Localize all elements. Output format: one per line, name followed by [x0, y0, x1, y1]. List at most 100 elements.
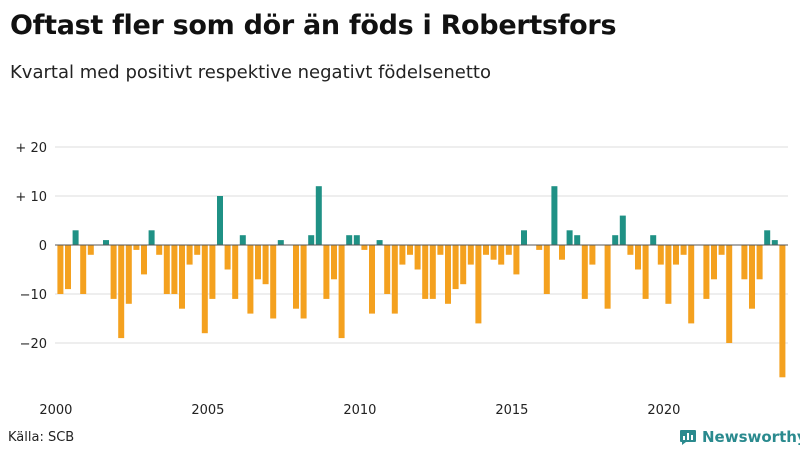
- bar: [323, 245, 330, 299]
- bar: [125, 245, 132, 304]
- bar: [232, 245, 239, 299]
- bar: [581, 245, 588, 299]
- bar: [437, 245, 444, 255]
- bar: [635, 245, 641, 270]
- bar: [726, 245, 733, 343]
- bar: [703, 245, 710, 299]
- bar: [505, 245, 512, 255]
- bar: [338, 245, 345, 339]
- bar: [201, 245, 208, 334]
- bar: [300, 245, 307, 319]
- bar: [521, 230, 527, 245]
- bar: [498, 245, 505, 265]
- bar: [103, 240, 109, 245]
- bar: [163, 245, 170, 294]
- y-tick-label: 0: [39, 239, 47, 254]
- bar: [353, 235, 360, 245]
- y-tick-label: −10: [20, 288, 47, 303]
- bar: [414, 245, 421, 270]
- bar: [315, 186, 322, 245]
- bar: [460, 245, 467, 285]
- bar: [65, 245, 71, 290]
- bar: [650, 235, 657, 245]
- bar: [399, 245, 406, 265]
- bar: [277, 240, 284, 245]
- bar: [741, 245, 748, 280]
- bar: [384, 245, 391, 294]
- bar: [194, 245, 201, 255]
- bar: [80, 245, 87, 294]
- bar: [141, 245, 147, 275]
- y-tick-label: + 10: [15, 190, 47, 205]
- bar: [475, 245, 482, 324]
- bar: [148, 230, 155, 245]
- bar: [224, 245, 231, 270]
- bar: [133, 245, 140, 250]
- y-tick-label: −20: [20, 337, 47, 352]
- bar: [619, 215, 626, 245]
- bar: [293, 245, 299, 309]
- bar: [551, 186, 558, 245]
- bar: [490, 245, 497, 260]
- bar: [308, 235, 315, 245]
- bar: [270, 245, 277, 319]
- bar: [513, 245, 520, 275]
- bar: [680, 245, 687, 255]
- bar: [156, 245, 163, 255]
- bar: [361, 245, 368, 250]
- bar: [429, 245, 436, 299]
- bar: [673, 245, 679, 265]
- bar: [262, 245, 269, 285]
- chart-title: Oftast fler som dör än föds i Robertsfor…: [10, 10, 617, 41]
- bar: [559, 245, 565, 260]
- bar: [445, 245, 451, 304]
- bar: [247, 245, 254, 314]
- bar: [749, 245, 755, 309]
- bar: [536, 245, 543, 250]
- bar: [589, 245, 596, 265]
- bar: [407, 245, 413, 255]
- bar: [452, 245, 459, 290]
- bar-chart-icon: [680, 430, 696, 445]
- bar: [255, 245, 261, 280]
- bar: [57, 245, 64, 294]
- bar: [657, 245, 664, 265]
- bar: [711, 245, 717, 280]
- bar: [642, 245, 649, 299]
- bar: [688, 245, 695, 324]
- bar: [612, 235, 619, 245]
- bar: [217, 196, 223, 245]
- source-note: Källa: SCB: [8, 430, 75, 445]
- bar-chart: + 20 + 10 0 −10 −20 2000 2005 2010 2015 2020: [15, 141, 788, 418]
- bar: [369, 245, 375, 314]
- brand-name: Newsworthy: [702, 428, 800, 446]
- x-tick-label: 2015: [495, 403, 528, 418]
- bar: [87, 245, 94, 255]
- bar: [209, 245, 216, 299]
- bar: [110, 245, 117, 299]
- brand-logo[interactable]: Newsworthy: [679, 426, 800, 448]
- bar: [779, 245, 786, 378]
- bar: [179, 245, 185, 309]
- bar: [483, 245, 489, 255]
- bar: [72, 230, 79, 245]
- bar: [171, 245, 178, 294]
- bar: [376, 240, 383, 245]
- y-tick-label: + 20: [15, 141, 47, 156]
- x-tick-label: 2000: [39, 403, 72, 418]
- bar: [346, 235, 353, 245]
- bar: [665, 245, 672, 304]
- bar: [566, 230, 573, 245]
- bar: [718, 245, 725, 255]
- bar: [543, 245, 550, 294]
- bar: [627, 245, 634, 255]
- x-tick-label: 2010: [343, 403, 376, 418]
- bar: [771, 240, 778, 245]
- x-tick-label: 2005: [191, 403, 224, 418]
- bar: [574, 235, 581, 245]
- chart-subtitle: Kvartal med positivt respektive negativt…: [10, 62, 491, 83]
- bar: [186, 245, 193, 265]
- bar: [331, 245, 337, 280]
- bar: [604, 245, 611, 309]
- bar: [764, 230, 771, 245]
